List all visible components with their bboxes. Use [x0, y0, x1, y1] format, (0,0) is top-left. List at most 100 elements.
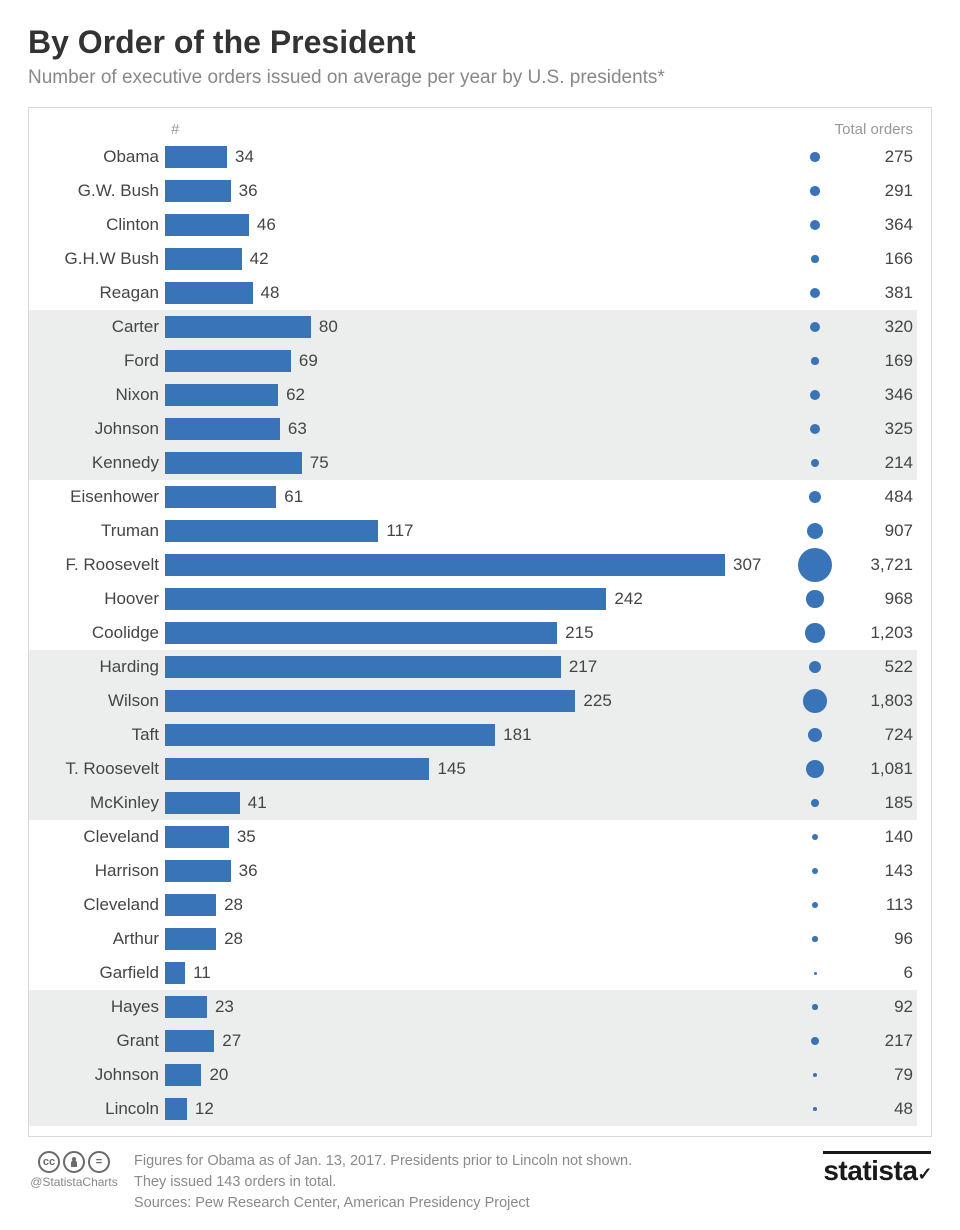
- chart-row: Garfield116: [29, 956, 917, 990]
- dot-cell: [787, 523, 843, 540]
- chart-row: Reagan48381: [29, 276, 917, 310]
- axis-label: #: [159, 121, 787, 138]
- bar-cell: 307: [159, 554, 787, 576]
- total-dot: [814, 972, 817, 975]
- chart-row: Carter80320: [29, 310, 917, 344]
- bar-cell: 62: [159, 384, 787, 406]
- total-value: 484: [843, 487, 917, 507]
- total-dot: [810, 288, 821, 299]
- dot-cell: [787, 322, 843, 332]
- chart-row: Arthur2896: [29, 922, 917, 956]
- bar-value: 48: [261, 283, 280, 303]
- chart-row: McKinley41185: [29, 786, 917, 820]
- dot-cell: [787, 220, 843, 231]
- bar-cell: 181: [159, 724, 787, 746]
- total-value: 907: [843, 521, 917, 541]
- total-value: 320: [843, 317, 917, 337]
- bar-value: 307: [733, 555, 761, 575]
- bar-value: 75: [310, 453, 329, 473]
- president-label: Hoover: [29, 589, 159, 609]
- president-label: Wilson: [29, 691, 159, 711]
- bar: [165, 690, 575, 712]
- bar-value: 28: [224, 929, 243, 949]
- chart-row: Johnson63325: [29, 412, 917, 446]
- cc-handle: @StatistaCharts: [30, 1175, 118, 1189]
- president-label: Clinton: [29, 215, 159, 235]
- total-value: 79: [843, 1065, 917, 1085]
- president-label: Grant: [29, 1031, 159, 1051]
- president-label: Cleveland: [29, 827, 159, 847]
- president-label: Hayes: [29, 997, 159, 1017]
- bar: [165, 724, 495, 746]
- footnote: Figures for Obama as of Jan. 13, 2017. P…: [134, 1151, 809, 1214]
- total-value: 92: [843, 997, 917, 1017]
- president-label: Obama: [29, 147, 159, 167]
- bar: [165, 860, 231, 882]
- bar-cell: 75: [159, 452, 787, 474]
- dot-cell: [787, 728, 843, 743]
- chart-row: G.H.W Bush42166: [29, 242, 917, 276]
- chart-row: F. Roosevelt3073,721: [29, 548, 917, 582]
- president-label: Kennedy: [29, 453, 159, 473]
- bar-cell: 145: [159, 758, 787, 780]
- bar-cell: 11: [159, 962, 787, 984]
- bar-value: 41: [248, 793, 267, 813]
- chart-row: Ford69169: [29, 344, 917, 378]
- total-dot: [798, 548, 832, 582]
- total-value: 6: [843, 963, 917, 983]
- dot-cell: [787, 548, 843, 582]
- bar-cell: 34: [159, 146, 787, 168]
- bar-value: 20: [209, 1065, 228, 1085]
- chart-subtitle: Number of executive orders issued on ave…: [28, 67, 932, 89]
- chart-row: Harrison36143: [29, 854, 917, 888]
- sources-line: Sources: Pew Research Center, American P…: [134, 1195, 530, 1211]
- bar: [165, 1064, 201, 1086]
- chart-title: By Order of the President: [28, 24, 932, 61]
- bar-value: 225: [583, 691, 611, 711]
- total-dot: [810, 322, 820, 332]
- bar-cell: 69: [159, 350, 787, 372]
- dot-cell: [787, 868, 843, 875]
- total-value: 3,721: [843, 555, 917, 575]
- bar-value: 11: [193, 963, 211, 983]
- dot-cell: [787, 834, 843, 841]
- total-dot: [810, 186, 820, 196]
- bar-value: 27: [222, 1031, 241, 1051]
- bar: [165, 656, 561, 678]
- bar: [165, 520, 378, 542]
- dot-cell: [787, 1107, 843, 1111]
- total-dot: [803, 689, 827, 713]
- bar: [165, 316, 311, 338]
- total-value: 522: [843, 657, 917, 677]
- president-label: Truman: [29, 521, 159, 541]
- bar: [165, 1030, 214, 1052]
- total-value: 968: [843, 589, 917, 609]
- president-label: Taft: [29, 725, 159, 745]
- president-label: Harrison: [29, 861, 159, 881]
- total-value: 166: [843, 249, 917, 269]
- total-value: 724: [843, 725, 917, 745]
- bar: [165, 1098, 187, 1120]
- dot-cell: [787, 661, 843, 674]
- bar: [165, 758, 429, 780]
- president-label: McKinley: [29, 793, 159, 813]
- footnote-line2: They issued 143 orders in total.: [134, 1174, 336, 1190]
- total-dot: [812, 868, 819, 875]
- dot-cell: [787, 357, 843, 364]
- bar-cell: 23: [159, 996, 787, 1018]
- dot-cell: [787, 1037, 843, 1045]
- total-value: 140: [843, 827, 917, 847]
- total-dot: [812, 1004, 817, 1009]
- total-value: 96: [843, 929, 917, 949]
- total-dot: [811, 255, 818, 262]
- chart-row: Nixon62346: [29, 378, 917, 412]
- total-value: 1,203: [843, 623, 917, 643]
- bar-value: 12: [195, 1099, 214, 1119]
- total-dot: [811, 1037, 819, 1045]
- total-value: 217: [843, 1031, 917, 1051]
- dot-cell: [787, 1004, 843, 1009]
- total-dot: [808, 728, 823, 743]
- bar: [165, 248, 242, 270]
- dot-cell: [787, 936, 843, 941]
- total-dot: [812, 936, 817, 941]
